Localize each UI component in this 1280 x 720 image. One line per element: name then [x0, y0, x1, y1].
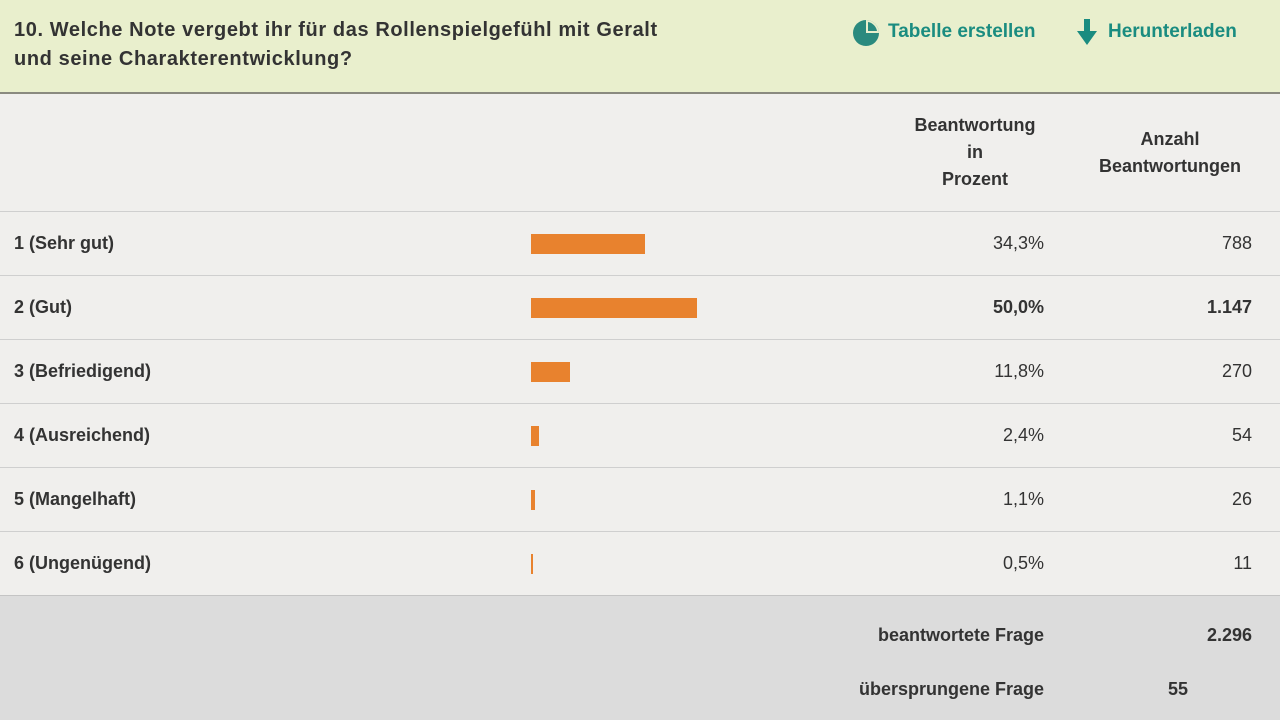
percent-value: 2,4%: [1002, 425, 1044, 445]
skipped-label: übersprungene Frage: [858, 679, 1044, 699]
count-value: 1.147: [1206, 297, 1252, 317]
column-header-line: Beantwortungen: [1099, 156, 1241, 176]
table-row: 5 (Mangelhaft) 1,1% 26: [0, 467, 1280, 531]
percent-value: 11,8%: [994, 361, 1044, 381]
create-table-button[interactable]: Tabelle erstellen: [888, 21, 1036, 42]
bar: [531, 426, 539, 446]
count-value: 11: [1233, 553, 1252, 573]
table-row: 3 (Befriedigend) 11,8% 270: [0, 339, 1280, 403]
download-button[interactable]: Herunterladen: [1108, 21, 1237, 42]
column-header-line: Beantwortung: [914, 115, 1036, 135]
row-label: 1 (Sehr gut): [14, 233, 115, 253]
percent-value: 50,0%: [992, 297, 1044, 317]
footer: beantwortete Frage 2.296 übersprungene F…: [0, 595, 1280, 720]
count-value: 788: [1221, 233, 1252, 253]
row-label: 2 (Gut): [14, 297, 72, 317]
bar: [531, 490, 535, 510]
bar: [531, 554, 533, 574]
table-row: 6 (Ungenügend) 0,5% 11: [0, 531, 1280, 595]
column-header: Anzahl Beantwortungen: [1075, 126, 1265, 180]
table-row: 2 (Gut) 50,0% 1.147: [0, 275, 1280, 339]
percent-value: 34,3%: [992, 233, 1044, 253]
header: 10. Welche Note vergebt ihr für das Roll…: [0, 0, 1280, 94]
title: und seine Charakterentwicklung?: [14, 48, 353, 70]
row-label: 6 (Ungenügend): [14, 553, 151, 573]
count-value: 26: [1231, 489, 1252, 509]
percent-value: 0,5%: [1002, 553, 1044, 573]
column-header-line: in: [967, 142, 983, 162]
row-label: 4 (Ausreichend): [14, 425, 151, 445]
count-value: 270: [1221, 361, 1252, 381]
skipped-count: 55: [1167, 679, 1188, 699]
download-icon: [1077, 19, 1097, 45]
bar: [531, 298, 697, 318]
column-header-line: Prozent: [941, 169, 1008, 189]
count-value: 54: [1231, 425, 1252, 445]
chart-icon: [853, 20, 879, 46]
column-header: Beantwortung in Prozent: [880, 112, 1070, 193]
title: 10. Welche Note vergebt ihr für das Roll…: [14, 19, 658, 41]
row-label: 5 (Mangelhaft): [14, 489, 137, 509]
table-row: 1 (Sehr gut) 34,3% 788: [0, 211, 1280, 275]
bar: [531, 362, 571, 382]
table-row: 4 (Ausreichend) 2,4% 54: [0, 403, 1280, 467]
row-label: 3 (Befriedigend): [14, 361, 152, 381]
answered-count: 2.296: [1206, 625, 1252, 645]
column-header-line: Anzahl: [1140, 129, 1200, 149]
bar: [531, 234, 645, 254]
answered-label: beantwortete Frage: [877, 625, 1044, 645]
percent-value: 1,1%: [1002, 489, 1044, 509]
